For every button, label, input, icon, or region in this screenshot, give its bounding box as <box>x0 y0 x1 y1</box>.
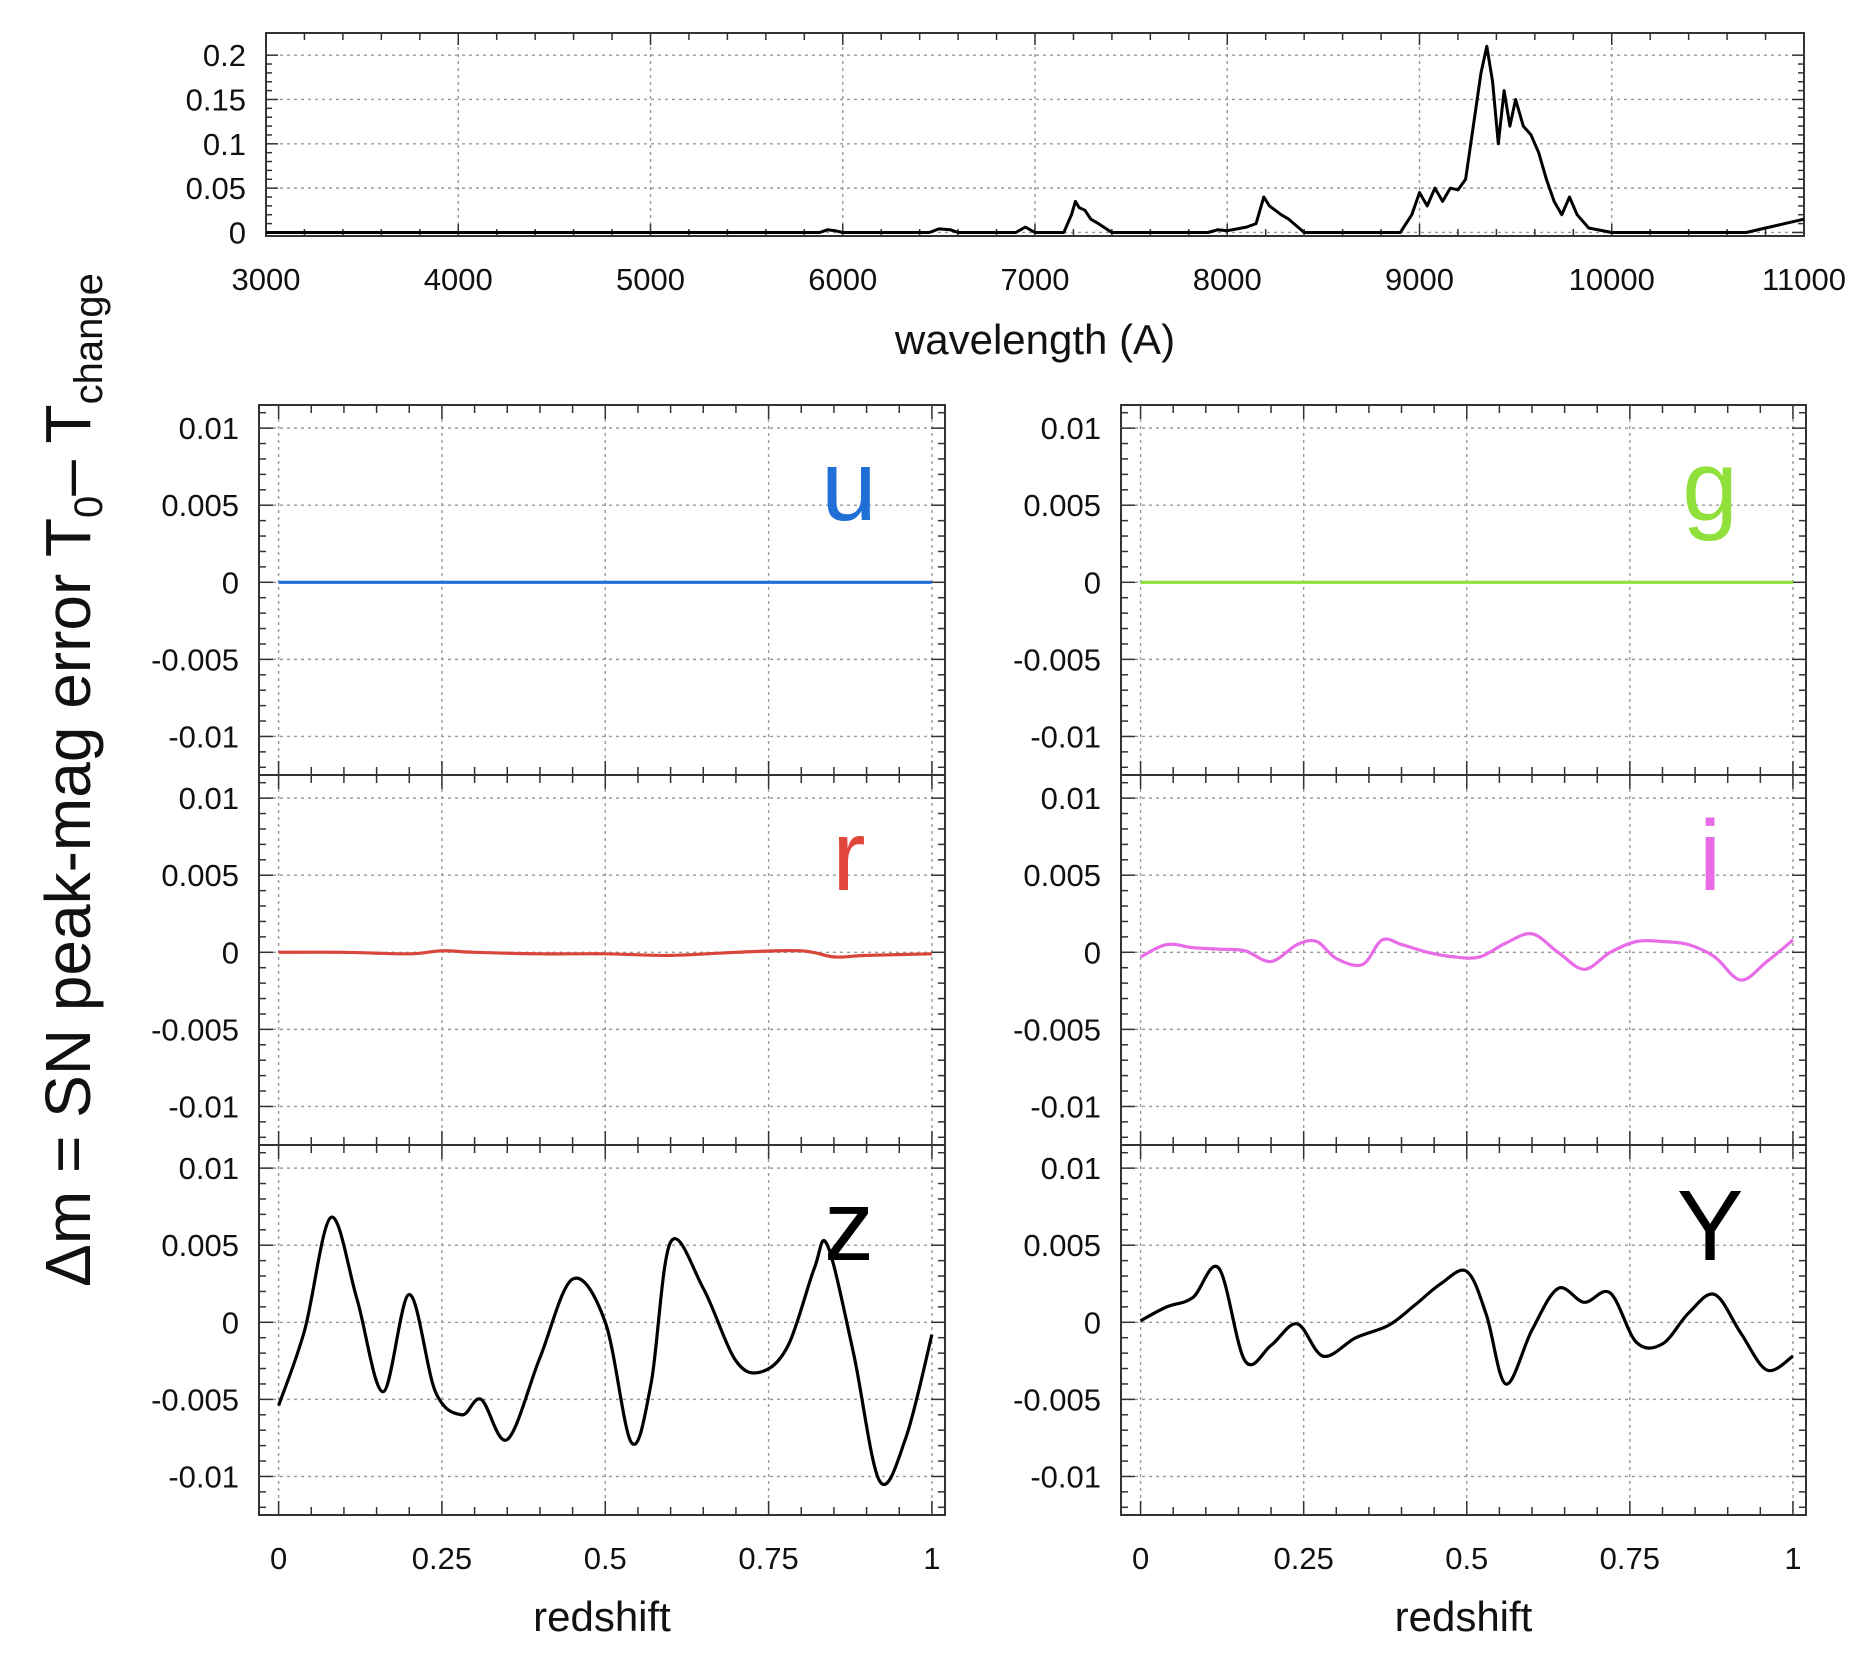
y-tick-label: -0.005 <box>1013 1012 1101 1047</box>
y-tick-label: 0 <box>229 215 246 250</box>
panel-band-z: -0.01 -0.005 0 0.005 0.01 0 0.25 0.5 0.75 1 redshi… <box>151 1144 946 1640</box>
y-tick-label: -0.005 <box>151 642 239 677</box>
y-tick-label: 0.01 <box>1041 411 1101 446</box>
x-axis-title: redshift <box>533 1593 671 1640</box>
x-tick-label: 8000 <box>1193 262 1262 297</box>
y-tick-label: 0 <box>222 565 239 600</box>
x-tick-label: 0.5 <box>1445 1541 1488 1576</box>
y-tick-label: 0 <box>1084 935 1101 970</box>
y-tick-label: 0.01 <box>1041 1151 1101 1186</box>
band-label-i: i <box>1699 800 1721 912</box>
x-tick-label: 0 <box>1132 1541 1149 1576</box>
series-line <box>277 1215 934 1486</box>
y-tick-label: 0.1 <box>203 127 246 162</box>
band-label-r: r <box>832 800 865 912</box>
x-tick-label: 11000 <box>1762 262 1846 297</box>
x-tick-label: 0.75 <box>738 1541 798 1576</box>
y-tick-label: 0.05 <box>186 171 246 206</box>
y-tick-label: 0.005 <box>161 488 239 523</box>
x-tick-label: 10000 <box>1569 262 1655 297</box>
y-tick-label: -0.005 <box>1013 1382 1101 1417</box>
y-tick-label: 0.005 <box>1023 858 1101 893</box>
y-tick-label: -0.005 <box>1013 642 1101 677</box>
x-axis-title: redshift <box>1395 1593 1533 1640</box>
x-tick-label: 3000 <box>232 262 301 297</box>
band-label-u: u <box>821 430 877 542</box>
y-tick-label: 0 <box>222 1305 239 1340</box>
y-tick-label: 0.01 <box>179 1151 239 1186</box>
band-label-Y: Y <box>1677 1170 1744 1282</box>
y-tick-label: 0 <box>222 935 239 970</box>
x-tick-label: 1 <box>1784 1541 1801 1576</box>
y-tick-label: -0.01 <box>1030 719 1101 754</box>
series-line <box>1139 1264 1794 1386</box>
x-tick-label: 9000 <box>1385 262 1454 297</box>
y-tick-label: 0.01 <box>179 411 239 446</box>
y-tick-label: -0.01 <box>1030 1459 1101 1494</box>
panel-band-r: -0.01 -0.005 0 0.005 0.01 r <box>151 774 946 1146</box>
panel-band-Y: -0.01 -0.005 0 0.005 0.01 0 0.25 0.5 0.75 1 redshi… <box>1013 1144 1807 1640</box>
y-tick-label: -0.01 <box>168 719 239 754</box>
series-line <box>1139 932 1795 982</box>
shared-y-axis-title: Δm = SN peak-mag error T0– Tchange <box>32 273 111 1287</box>
panel-band-i: -0.01 -0.005 0 0.005 0.01 i <box>1013 774 1807 1146</box>
x-tick-label: 5000 <box>616 262 685 297</box>
y-tick-label: 0.005 <box>1023 488 1101 523</box>
panels-layer: 0 0.05 0.1 0.15 0.2 3000 4000 5000 6000 7000 8000 9… <box>151 32 1846 1640</box>
y-tick-label: 0.01 <box>1041 781 1101 816</box>
panel-band-g: -0.01 -0.005 0 0.005 0.01 g <box>1013 404 1807 776</box>
y-tick-label: -0.01 <box>168 1089 239 1124</box>
x-tick-label: 1 <box>923 1541 940 1576</box>
y-tick-label: 0.15 <box>186 82 246 117</box>
x-tick-label: 4000 <box>424 262 493 297</box>
y-tick-label: 0.005 <box>1023 1228 1101 1263</box>
x-tick-label: 6000 <box>808 262 877 297</box>
y-tick-label: -0.005 <box>151 1382 239 1417</box>
y-tick-label: 0 <box>1084 565 1101 600</box>
x-tick-label: 0 <box>270 1541 287 1576</box>
x-tick-label: 0.25 <box>1273 1541 1333 1576</box>
y-tick-label: -0.005 <box>151 1012 239 1047</box>
band-label-g: g <box>1682 430 1738 542</box>
y-tick-label: -0.01 <box>1030 1089 1101 1124</box>
x-tick-label: 0.25 <box>412 1541 472 1576</box>
band-label-z: z <box>824 1170 874 1282</box>
y-tick-label: 0.005 <box>161 858 239 893</box>
x-tick-label: 0.75 <box>1600 1541 1660 1576</box>
y-tick-label: 0.005 <box>161 1228 239 1263</box>
series-line <box>278 948 932 959</box>
plot-frame <box>1120 1144 1807 1516</box>
y-tick-label: -0.01 <box>168 1459 239 1494</box>
panel-band-u: -0.01 -0.005 0 0.005 0.01 u <box>151 404 946 776</box>
series-line <box>266 44 1805 234</box>
plot-frame <box>258 1144 946 1516</box>
x-tick-label: 7000 <box>1001 262 1070 297</box>
panel-spectrum: 0 0.05 0.1 0.15 0.2 3000 4000 5000 6000 7000 8000 9… <box>186 32 1846 363</box>
y-tick-label: 0.2 <box>203 38 246 73</box>
x-tick-label: 0.5 <box>584 1541 627 1576</box>
y-tick-label: 0.01 <box>179 781 239 816</box>
x-axis-title: wavelength (A) <box>894 316 1175 363</box>
y-tick-label: 0 <box>1084 1305 1101 1340</box>
